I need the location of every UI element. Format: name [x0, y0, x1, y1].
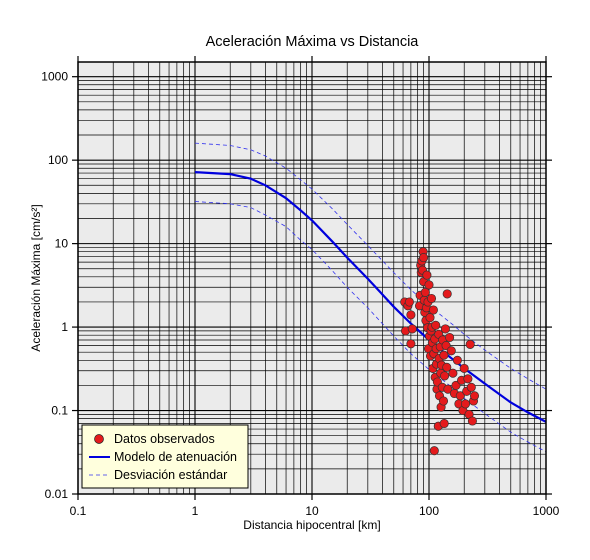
- data-point: [442, 289, 452, 299]
- data-point: [469, 391, 480, 401]
- x-tick-label: 10: [305, 504, 319, 518]
- x-axis-label: Distancia hipocentral [km]: [243, 518, 380, 532]
- data-point: [429, 446, 439, 456]
- data-point: [425, 313, 435, 323]
- x-tick-label: 100: [419, 504, 439, 518]
- data-point: [406, 310, 416, 320]
- data-point: [404, 297, 414, 307]
- legend-label-model: Modelo de atenuación: [114, 450, 237, 464]
- std-upper-line: [194, 142, 547, 390]
- data-point: [443, 384, 453, 394]
- data-point: [467, 416, 477, 426]
- x-tick-label: 1: [192, 504, 199, 518]
- data-point: [445, 332, 455, 343]
- data-point: [439, 350, 449, 360]
- data-point: [407, 324, 417, 334]
- model-line: [194, 171, 547, 423]
- data-point: [424, 280, 434, 290]
- std-lower-line: [194, 201, 547, 453]
- legend-marker-observed: [94, 434, 104, 444]
- data-point: [459, 363, 469, 373]
- data-point: [466, 382, 476, 392]
- grid-lines: [77, 62, 546, 495]
- data-point: [460, 399, 471, 409]
- data-point: [442, 362, 452, 372]
- data-point: [455, 391, 465, 401]
- data-point: [440, 324, 450, 334]
- y-axis-label: Aceleración Máxima [cm/s²]: [29, 204, 43, 351]
- data-point: [463, 374, 473, 384]
- plot-frame: [77, 61, 547, 495]
- model-line-group: [194, 171, 547, 423]
- data-point: [439, 418, 449, 429]
- y-tick-label: 1000: [41, 70, 68, 84]
- data-point: [438, 396, 449, 406]
- legend: Datos observados Modelo de atenuación De…: [81, 424, 249, 489]
- legend-label-std: Desviación estándar: [114, 468, 227, 482]
- observed-points: [400, 247, 480, 456]
- data-point: [428, 305, 438, 315]
- data-point: [448, 368, 458, 378]
- data-point: [440, 371, 450, 381]
- data-point: [422, 270, 432, 280]
- data-point: [452, 355, 462, 365]
- data-point: [446, 346, 456, 356]
- y-tick-label: 0.01: [45, 487, 69, 501]
- data-point: [426, 293, 437, 304]
- legend-label-observed: Datos observados: [114, 432, 215, 446]
- x-tick-label: 1000: [533, 504, 560, 518]
- data-point: [431, 320, 441, 330]
- data-point: [406, 339, 416, 349]
- axis-ticks: [72, 56, 552, 500]
- y-tick-label: 0.1: [51, 404, 68, 418]
- std-deviation-lines: [194, 142, 547, 453]
- data-point: [420, 287, 430, 297]
- y-tick-label: 1: [61, 320, 68, 334]
- x-tick-label: 0.1: [70, 504, 87, 518]
- y-tick-label: 100: [48, 153, 68, 167]
- data-point: [465, 339, 475, 349]
- data-point: [419, 253, 429, 263]
- chart-title: Aceleración Máxima vs Distancia: [206, 34, 420, 50]
- y-tick-label: 10: [55, 237, 69, 251]
- data-point: [451, 380, 461, 390]
